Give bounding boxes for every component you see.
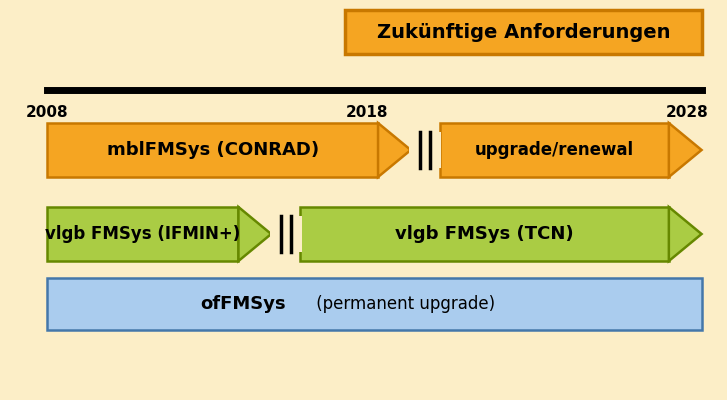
Text: mblFMSys (CONRAD): mblFMSys (CONRAD)	[107, 141, 318, 159]
Polygon shape	[300, 207, 669, 261]
Polygon shape	[669, 207, 702, 261]
Text: vlgb FMSys (IFMIN+): vlgb FMSys (IFMIN+)	[45, 225, 241, 243]
FancyBboxPatch shape	[47, 278, 702, 330]
Polygon shape	[378, 123, 411, 177]
Polygon shape	[238, 207, 271, 261]
Text: 2018: 2018	[346, 105, 388, 120]
FancyBboxPatch shape	[345, 10, 702, 54]
Polygon shape	[440, 123, 669, 177]
Text: (permanent upgrade): (permanent upgrade)	[311, 295, 495, 313]
Text: 2028: 2028	[666, 105, 708, 120]
Text: Zukünftige Anforderungen: Zukünftige Anforderungen	[377, 22, 670, 42]
Polygon shape	[409, 132, 441, 168]
Polygon shape	[270, 216, 302, 252]
Text: 2008: 2008	[26, 105, 68, 120]
Polygon shape	[47, 207, 238, 261]
Text: vlgb FMSys (TCN): vlgb FMSys (TCN)	[395, 225, 574, 243]
Polygon shape	[669, 123, 702, 177]
Text: ofFMSys: ofFMSys	[201, 295, 286, 313]
Polygon shape	[47, 123, 378, 177]
Text: upgrade/renewal: upgrade/renewal	[475, 141, 634, 159]
